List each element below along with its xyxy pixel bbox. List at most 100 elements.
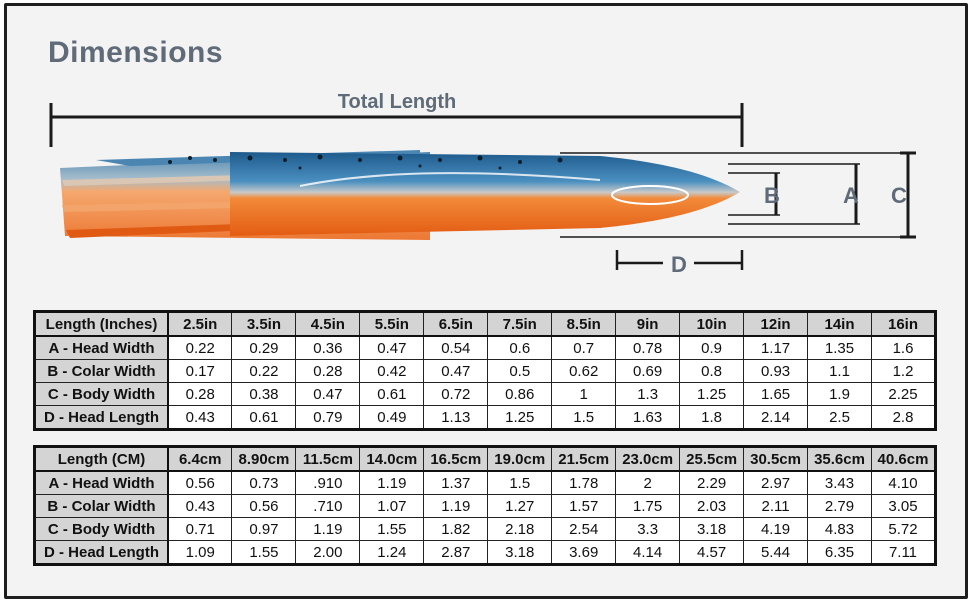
table-cell: 3.18 — [679, 517, 745, 541]
table-cell: 2.54 — [551, 517, 617, 541]
table-header-cell: 8.90cm — [231, 446, 297, 472]
row-label: D - Head Length — [34, 405, 169, 430]
table-header-row: Length (CM) 6.4cm 8.90cm 11.5cm 14.0cm 16.5cm… — [34, 446, 937, 472]
table-cell: 5.72 — [870, 517, 937, 541]
table-cell: 0.62 — [551, 359, 617, 383]
table-cell: 2.11 — [743, 494, 809, 518]
table-cell: 4.83 — [807, 517, 872, 541]
table-row: B - Colar Width 0.43 0.56.710 1.07 1.19 1.27 1… — [34, 494, 937, 518]
table-header-cell: 19.0cm — [487, 446, 553, 472]
row-label: C - Body Width — [34, 382, 169, 406]
table-header-cell: 11.5cm — [295, 446, 361, 472]
table-cell: 0.43 — [167, 494, 233, 518]
table-row: D - Head Length 1.09 1.55 2.00 1.24 2.87 3.18 3… — [34, 540, 937, 565]
table-header-cell: 3.5in — [231, 311, 297, 337]
table-header-cell: 25.5cm — [679, 446, 745, 472]
table-cell: 0.47 — [359, 335, 425, 360]
table-cell: 0.5 — [487, 359, 553, 383]
table-cell: 1.1 — [807, 359, 872, 383]
table-cell: 0.61 — [231, 405, 297, 430]
table-cell: 1.6 — [870, 335, 937, 360]
table-cell: 4.19 — [743, 517, 809, 541]
table-cell: 0.47 — [423, 359, 489, 383]
table-cell: 2.25 — [870, 382, 937, 406]
table-cell: 0.69 — [615, 359, 681, 383]
table-cell: 0.8 — [679, 359, 745, 383]
table-cell: 1.2 — [870, 359, 937, 383]
table-header-cell: 10in — [679, 311, 745, 337]
table-header-cell: 16.5cm — [423, 446, 489, 472]
table-cell: 1.78 — [551, 470, 617, 495]
table-header-row: Length (Inches) 2.5in 3.5in 4.5in 5.5in 6.5in… — [34, 311, 937, 337]
lure-image — [60, 150, 740, 240]
table-cell: 1.19 — [423, 494, 489, 518]
row-label: B - Colar Width — [34, 494, 169, 518]
table-cell: 1.57 — [551, 494, 617, 518]
table-cell: 1.5 — [551, 405, 617, 430]
table-cell: 1.27 — [487, 494, 553, 518]
table-header-cell: 6.5in — [423, 311, 489, 337]
table-cell: 2.03 — [679, 494, 745, 518]
table-cell: 1.55 — [359, 517, 425, 541]
table-row: A - Head Width 0.22 0.29 0.36 0.47 0.54 0.6 0.7… — [34, 335, 937, 360]
table-cell: 3.18 — [487, 540, 553, 565]
table-cell: 1.17 — [743, 335, 809, 360]
label-b: B — [764, 183, 780, 208]
table-header-cell: 5.5in — [359, 311, 425, 337]
table-cell: 1.35 — [807, 335, 872, 360]
row-label: D - Head Length — [34, 540, 169, 565]
table-cell: 2.97 — [743, 470, 809, 495]
table-cell: 2.00 — [295, 540, 361, 565]
table-cell: 1.24 — [359, 540, 425, 565]
table-cell: 1.8 — [679, 405, 745, 430]
label-c: C — [891, 183, 907, 208]
table-header-cell: 8.5in — [551, 311, 617, 337]
table-cell: 1.25 — [679, 382, 745, 406]
table-cell: 1.19 — [295, 517, 361, 541]
table-cell: 0.29 — [231, 335, 297, 360]
label-d: D — [671, 252, 687, 277]
lure-dimension-diagram: Total Length — [49, 91, 916, 277]
table-cell: 4.14 — [615, 540, 681, 565]
table-cell: 3.3 — [615, 517, 681, 541]
table-cell: 2.29 — [679, 470, 745, 495]
table-row: A - Head Width 0.56 0.73.910 1.19 1.37 1.5 1.7… — [34, 470, 937, 495]
table-cell: 1.65 — [743, 382, 809, 406]
table-cell: 1.9 — [807, 382, 872, 406]
table-row: B - Colar Width 0.17 0.22 0.28 0.42 0.47 0.5 0.… — [34, 359, 937, 383]
table-header-label: Length (CM) — [34, 446, 169, 472]
table-cell: 4.10 — [870, 470, 937, 495]
table-header-cell: 30.5cm — [743, 446, 809, 472]
table-cell: 0.86 — [487, 382, 553, 406]
table-cell: 0.72 — [423, 382, 489, 406]
table-cell: 3.43 — [807, 470, 872, 495]
table-cell: 0.49 — [359, 405, 425, 430]
table-cell: 2.5 — [807, 405, 872, 430]
table-cell: 1.25 — [487, 405, 553, 430]
table-cell: 0.97 — [231, 517, 297, 541]
dimensions-table-inches: Length (Inches) 2.5in 3.5in 4.5in 5.5in 6.5in… — [33, 310, 937, 431]
table-cell: 2.79 — [807, 494, 872, 518]
table-cell: 0.42 — [359, 359, 425, 383]
table-cell: 0.78 — [615, 335, 681, 360]
table-cell: 0.9 — [679, 335, 745, 360]
table-row: D - Head Length 0.43 0.61 0.79 0.49 1.13 1.25 1… — [34, 405, 937, 430]
table-cell: 1.13 — [423, 405, 489, 430]
table-cell: 2.14 — [743, 405, 809, 430]
table-cell: 0.7 — [551, 335, 617, 360]
label-a: A — [843, 183, 859, 208]
table-header-cell: 35.6cm — [807, 446, 872, 472]
row-label: A - Head Width — [34, 470, 169, 495]
table-cell: 1.5 — [487, 470, 553, 495]
table-header-cell: 14in — [807, 311, 872, 337]
table-cell: 0.79 — [295, 405, 361, 430]
table-cell: .910 — [295, 470, 361, 495]
table-cell: 1.37 — [423, 470, 489, 495]
total-length-label: Total Length — [338, 91, 457, 113]
table-cell: 3.69 — [551, 540, 617, 565]
table-header-cell: 40.6cm — [870, 446, 937, 472]
total-length-dimension: Total Length — [49, 91, 744, 147]
table-cell: .710 — [295, 494, 361, 518]
table-cell: 2.18 — [487, 517, 553, 541]
table-cell: 0.43 — [167, 405, 233, 430]
